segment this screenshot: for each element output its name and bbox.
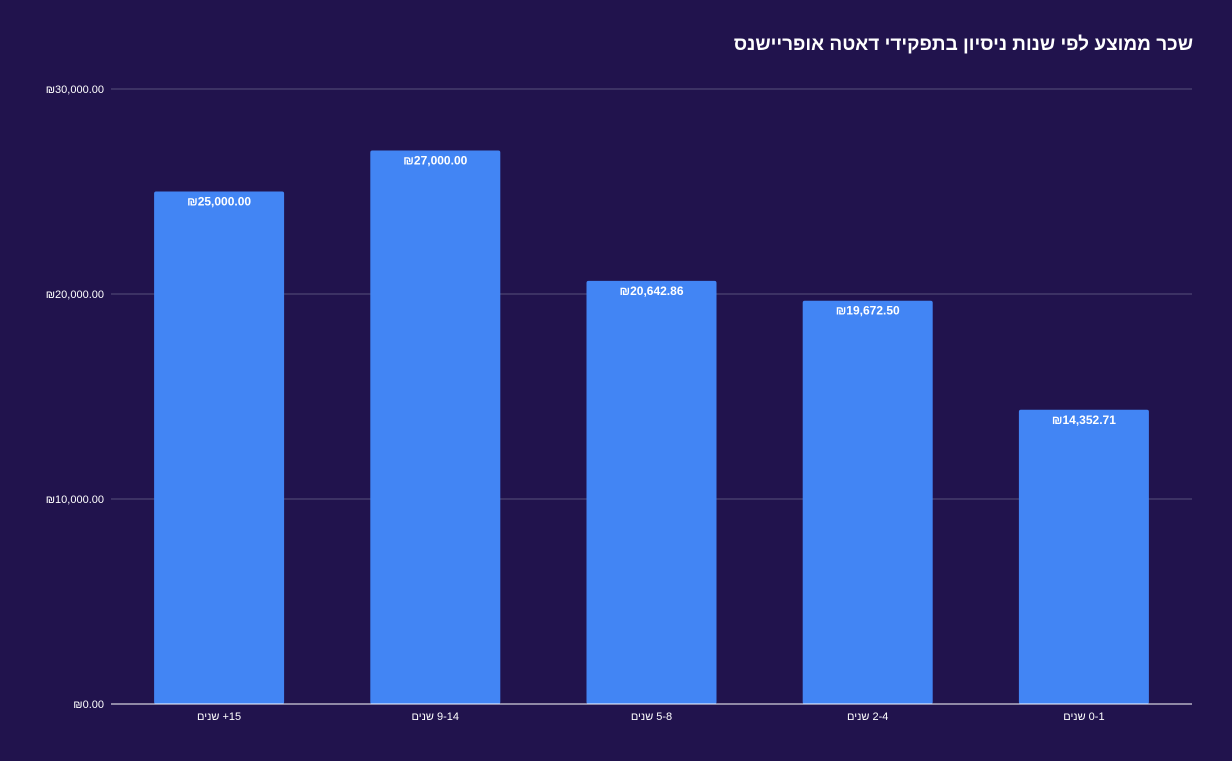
bar bbox=[802, 300, 933, 704]
y-tick-label: ₪30,000.00 bbox=[46, 84, 104, 96]
data-label: ₪19,672.50 bbox=[836, 304, 900, 318]
bar bbox=[586, 280, 717, 704]
bar bbox=[154, 191, 285, 704]
x-tick-label: 15+ שנים bbox=[197, 711, 241, 723]
x-tick-label: 2-4 שנים bbox=[847, 711, 888, 723]
bar bbox=[1018, 409, 1149, 704]
data-label: ₪14,352.71 bbox=[1052, 413, 1116, 427]
data-label: ₪20,642.86 bbox=[620, 284, 684, 298]
x-tick-label: 5-8 שנים bbox=[631, 711, 672, 723]
bar bbox=[370, 150, 501, 704]
x-tick-label: 9-14 שנים bbox=[412, 711, 460, 723]
data-label: ₪27,000.00 bbox=[403, 154, 467, 168]
y-tick-label: ₪0.00 bbox=[73, 699, 104, 711]
y-tick-label: ₪10,000.00 bbox=[46, 494, 104, 506]
chart-title: שכר ממוצע לפי שנות ניסיון בתפקידי דאטה א… bbox=[733, 34, 1193, 55]
data-label: ₪25,000.00 bbox=[187, 195, 251, 209]
y-tick-label: ₪20,000.00 bbox=[46, 289, 104, 301]
x-tick-label: 0-1 שנים bbox=[1063, 711, 1104, 723]
